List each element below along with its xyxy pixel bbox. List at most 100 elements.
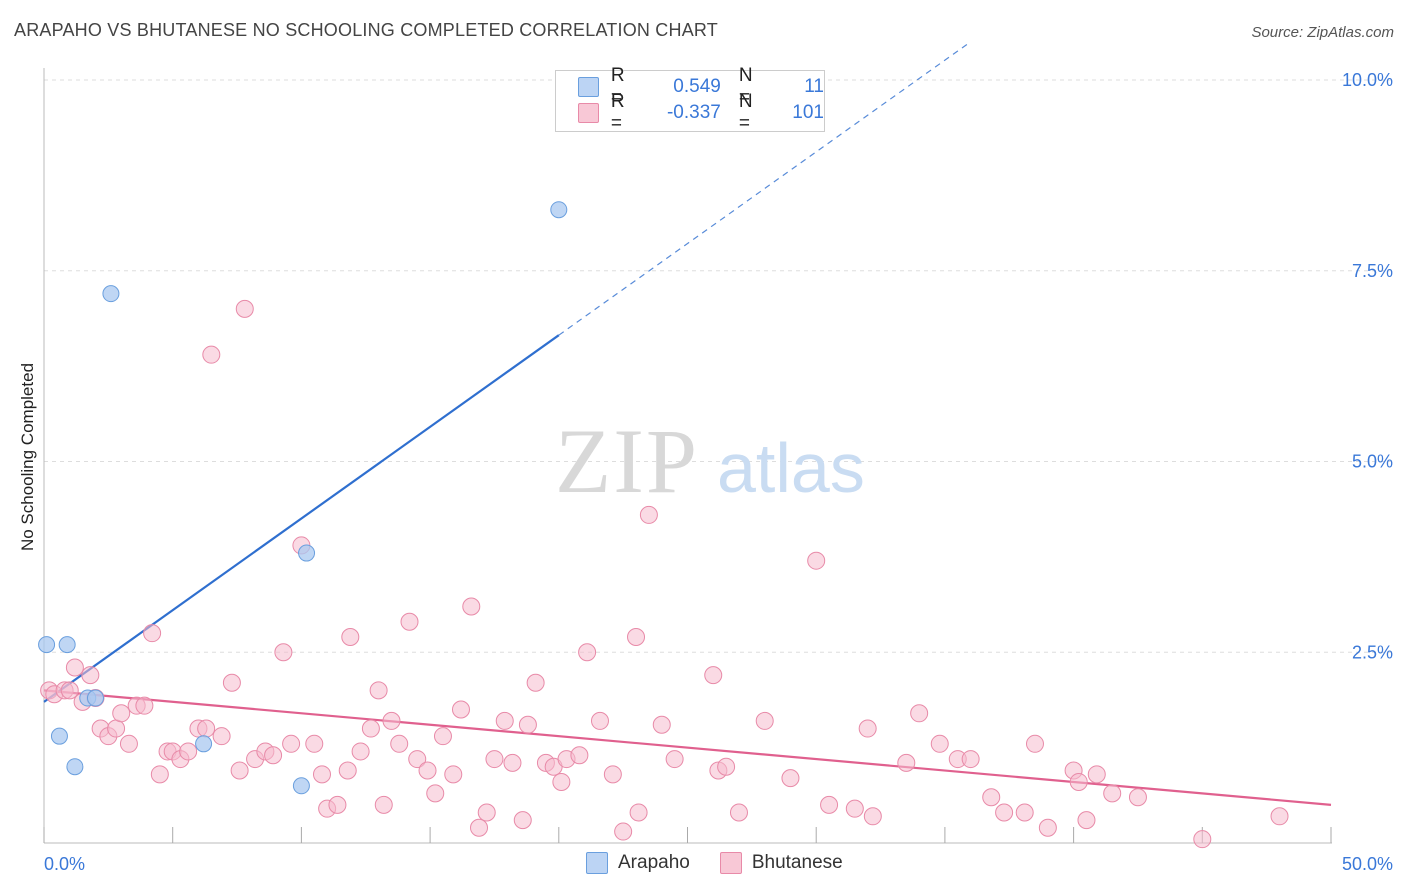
bhutanese-point [910,704,929,723]
bhutanese-point [433,727,452,746]
legend-item-arapaho[interactable]: Arapaho [586,852,690,874]
bhutanese-point [755,711,774,730]
bhutanese-point [212,727,231,746]
legend-item-bhutanese[interactable]: Bhutanese [719,852,843,874]
bhutanese-point [982,788,1001,807]
x-tick-label: 50.0% [1342,854,1393,874]
bhutanese-point [418,761,437,780]
bhutanese-point [81,666,100,685]
arapaho-swatch [586,852,608,874]
bhutanese-point [590,711,609,730]
r-label: R = [610,65,625,108]
bhutanese-point [845,799,864,818]
bhutanese-point [408,750,427,769]
bhutanese-point [202,345,221,364]
n-label: N = [738,65,753,108]
bhutanese-point [361,719,380,738]
watermark-atlas: atlas [717,429,865,507]
bhutanese-point [704,666,723,685]
bhutanese-point [143,624,162,643]
bhutanese-point [374,795,393,814]
bhutanese-point [235,299,254,318]
bhutanese-point [603,765,622,784]
bhutanese-point [1038,818,1057,837]
bhutanese-point [717,757,736,776]
bhutanese-point [485,750,504,769]
bhutanese-point [351,742,370,761]
bhutanese-point [995,803,1014,822]
bhutanese-point [1069,772,1088,791]
bhutanese-point [781,769,800,788]
bhutanese-point [60,681,79,700]
bhutanese-point [444,765,463,784]
r-label: R = [610,91,625,134]
bhutanese-point [222,673,241,692]
bhutanese-point [400,612,419,631]
y-tick-label: 10.0% [1342,70,1393,90]
bhutanese-point [495,711,514,730]
bhutanese-point [961,750,980,769]
bhutanese-point [578,643,597,662]
bhutanese-swatch [578,103,599,123]
bhutanese-point [1128,788,1147,807]
arapaho-point [550,201,568,219]
bhutanese-point [858,719,877,738]
bhutanese-point [477,803,496,822]
bhutanese-point [312,765,331,784]
x-tick-label: 0.0% [44,854,85,874]
n-label: N = [738,91,753,134]
bhutanese-point [107,719,126,738]
y-tick-label: 2.5% [1352,642,1393,662]
y-tick-label: 5.0% [1352,452,1393,472]
chart-title: ARAPAHO VS BHUTANESE NO SCHOOLING COMPLE… [14,20,718,40]
arapaho-point [195,735,213,753]
bhutanese-point [119,734,138,753]
points-layer [38,201,1289,849]
bhutanese-point [552,772,571,791]
bhutanese-point [369,681,388,700]
bhutanese-point [1087,765,1106,784]
arapaho-trend-line [43,334,560,703]
bhutanese-point [627,627,646,646]
watermark: ZIP atlas [555,410,865,512]
bhutanese-point [451,700,470,719]
bhutanese-point [729,803,748,822]
bhutanese-point [897,753,916,772]
arapaho-point [102,285,120,303]
grid-layer [44,79,1392,653]
bhutanese-point [652,715,671,734]
arapaho-point [66,758,84,776]
arapaho-point [298,544,316,562]
n-value: 11 [804,76,824,97]
bhutanese-point [526,673,545,692]
bhutanese-point [150,765,169,784]
bhutanese-swatch [719,852,742,874]
bhutanese-point [1025,734,1044,753]
bhutanese-point [264,746,283,765]
arapaho-point [50,727,68,745]
bhutanese-point [863,807,882,826]
bhutanese-point [629,803,648,822]
bhutanese-point [426,784,445,803]
bhutanese-point [305,734,324,753]
legend-row-bhutanese: R = -0.337 N = 101 [578,91,824,134]
labels-layer: 2.5% 5.0% 7.5% 10.0% 0.0% 50.0% No Schooling C… [18,70,1393,874]
bhutanese-point [382,711,401,730]
bhutanese-point [639,505,658,524]
bhutanese-point [230,761,249,780]
bhutanese-point [274,643,293,662]
bhutanese-point [1193,830,1212,849]
bhutanese-point [470,818,489,837]
legend-row-arapaho: R = 0.549 N = 11 [578,65,824,108]
bhutanese-point [135,696,154,715]
y-axis-label: No Schooling Completed [18,363,37,551]
bhutanese-point [65,658,84,677]
y-tick-label: 7.5% [1352,261,1393,281]
correlation-legend: R = 0.549 N = 11 R = -0.337 N = 101 [555,65,825,134]
bhutanese-point [820,795,839,814]
bhutanese-point [807,551,826,570]
arapaho-point [38,636,56,654]
legend-label-arapaho: Arapaho [618,852,690,873]
bhutanese-point [518,715,537,734]
watermark-zip: ZIP [555,410,699,512]
